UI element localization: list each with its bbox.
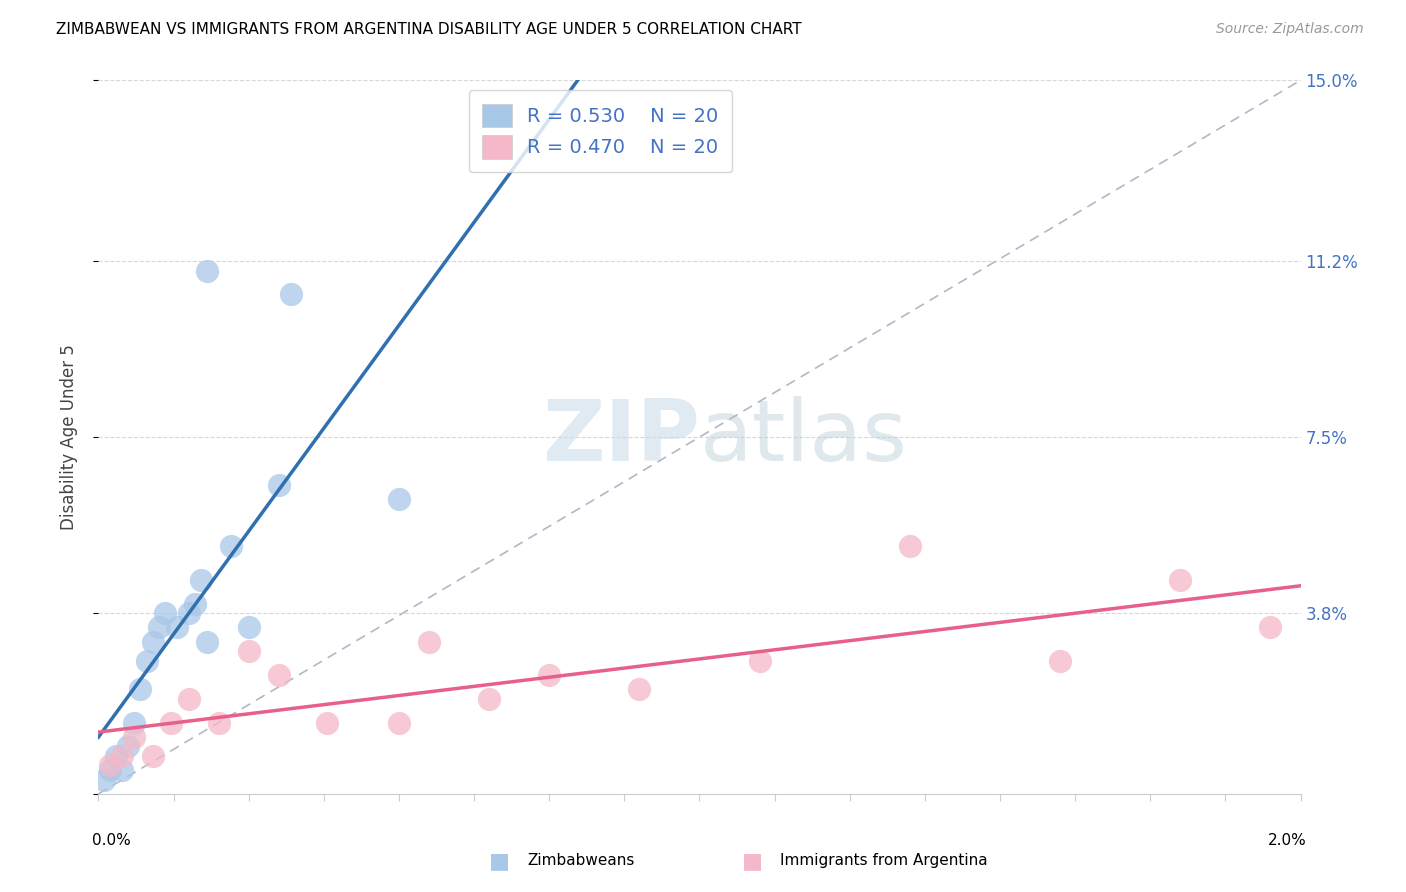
Point [141,748,163,763]
Point [315,715,337,730]
Point [124,730,146,744]
Point [117,739,139,754]
Text: ZIP: ZIP [541,395,700,479]
Point [105,748,128,763]
Text: 2.0%: 2.0% [1268,833,1306,848]
Text: Immigrants from Argentina: Immigrants from Argentina [780,854,988,868]
Point [418,634,440,648]
Text: ■: ■ [742,851,762,871]
Point [177,691,200,706]
Point [148,620,170,634]
Point [195,263,218,277]
Point [111,763,134,777]
Point [219,540,242,554]
Text: Source: ZipAtlas.com: Source: ZipAtlas.com [1216,22,1364,37]
Point [135,654,157,668]
Text: ■: ■ [489,851,509,871]
Point [93,772,115,787]
Point [208,715,231,730]
Legend: R = 0.530    N = 20, R = 0.470    N = 20: R = 0.530 N = 20, R = 0.470 N = 20 [468,90,733,172]
Point [478,691,501,706]
Point [153,606,176,620]
Point [166,620,188,634]
Point [177,606,200,620]
Point [141,634,163,648]
Point [748,654,770,668]
Text: atlas: atlas [700,395,907,479]
Point [388,491,411,506]
Text: ZIMBABWEAN VS IMMIGRANTS FROM ARGENTINA DISABILITY AGE UNDER 5 CORRELATION CHART: ZIMBABWEAN VS IMMIGRANTS FROM ARGENTINA … [56,22,801,37]
Point [1260,620,1282,634]
Point [190,573,212,587]
Point [267,477,290,491]
Text: Zimbabweans: Zimbabweans [527,854,634,868]
Point [111,748,134,763]
Point [898,540,921,554]
Point [159,715,181,730]
Point [267,668,290,682]
Point [100,763,122,777]
Point [538,668,561,682]
Point [628,682,651,697]
Point [238,620,260,634]
Point [1049,654,1071,668]
Point [195,634,218,648]
Point [1170,573,1192,587]
Point [388,715,411,730]
Point [238,644,260,658]
Y-axis label: Disability Age Under 5: Disability Age Under 5 [59,344,77,530]
Text: 0.0%: 0.0% [93,833,131,848]
Point [100,758,122,772]
Point [124,715,146,730]
Point [280,287,302,301]
Point [183,597,205,611]
Point [129,682,152,697]
